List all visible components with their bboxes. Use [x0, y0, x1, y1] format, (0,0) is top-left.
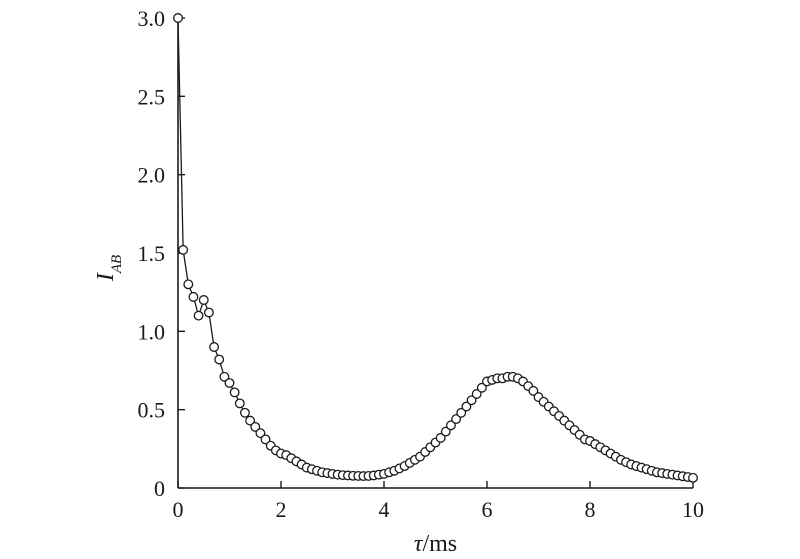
series-line: [177, 17, 694, 479]
y-tick-label: 1.0: [138, 319, 166, 344]
data-point: [224, 378, 235, 388]
data-point: [250, 421, 261, 432]
x-tick-label: 6: [482, 497, 493, 522]
x-axis-label: τ/ms: [414, 531, 457, 557]
data-point: [214, 354, 225, 365]
axes: [177, 18, 693, 489]
data-point: [456, 407, 467, 418]
y-ticks: 0 0.5 1.0 1.5 2.0 2.5 3.0: [138, 6, 185, 501]
data-point: [471, 389, 482, 399]
data-point: [446, 420, 456, 431]
y-tick-label: 2.5: [138, 84, 166, 109]
series-group: [173, 13, 698, 483]
data-point: [476, 382, 487, 393]
data-point: [234, 398, 245, 409]
y-tick-label: 1.5: [138, 241, 166, 266]
x-axis-label-symbol: τ: [414, 531, 424, 557]
x-axis-label-unit: /ms: [422, 531, 457, 557]
data-point: [239, 407, 250, 418]
data-point: [451, 414, 462, 425]
y-axis-label-subscript: AB: [109, 255, 125, 274]
data-point: [173, 13, 183, 23]
data-point: [198, 295, 209, 305]
data-point: [435, 432, 446, 443]
data-point: [193, 310, 204, 321]
x-tick-label: 10: [682, 497, 704, 522]
data-point: [466, 395, 477, 406]
data-point: [188, 291, 199, 302]
data-point: [440, 426, 451, 437]
x-ticks: 0 2 4 6 8 10: [173, 481, 704, 522]
data-point: [209, 342, 220, 352]
y-tick-label: 3.0: [138, 6, 166, 31]
x-tick-label: 2: [276, 497, 287, 522]
data-point: [688, 472, 698, 483]
y-axis-label-symbol: I: [93, 272, 119, 282]
y-axis-label: IAB: [93, 255, 125, 282]
y-tick-label: 2.0: [138, 163, 166, 188]
x-tick-label: 0: [173, 497, 184, 522]
data-point: [245, 415, 256, 426]
data-point: [219, 371, 230, 382]
x-tick-label: 8: [585, 497, 596, 522]
data-point: [203, 307, 214, 318]
y-tick-label: 0.5: [138, 398, 166, 423]
data-point: [260, 434, 271, 445]
y-tick-label: 0: [154, 476, 165, 501]
data-point: [183, 279, 194, 290]
x-tick-label: 4: [379, 497, 390, 522]
data-point: [255, 428, 266, 439]
data-point: [528, 385, 539, 396]
data-point: [461, 401, 472, 412]
data-point: [178, 244, 189, 255]
data-point: [229, 387, 240, 398]
